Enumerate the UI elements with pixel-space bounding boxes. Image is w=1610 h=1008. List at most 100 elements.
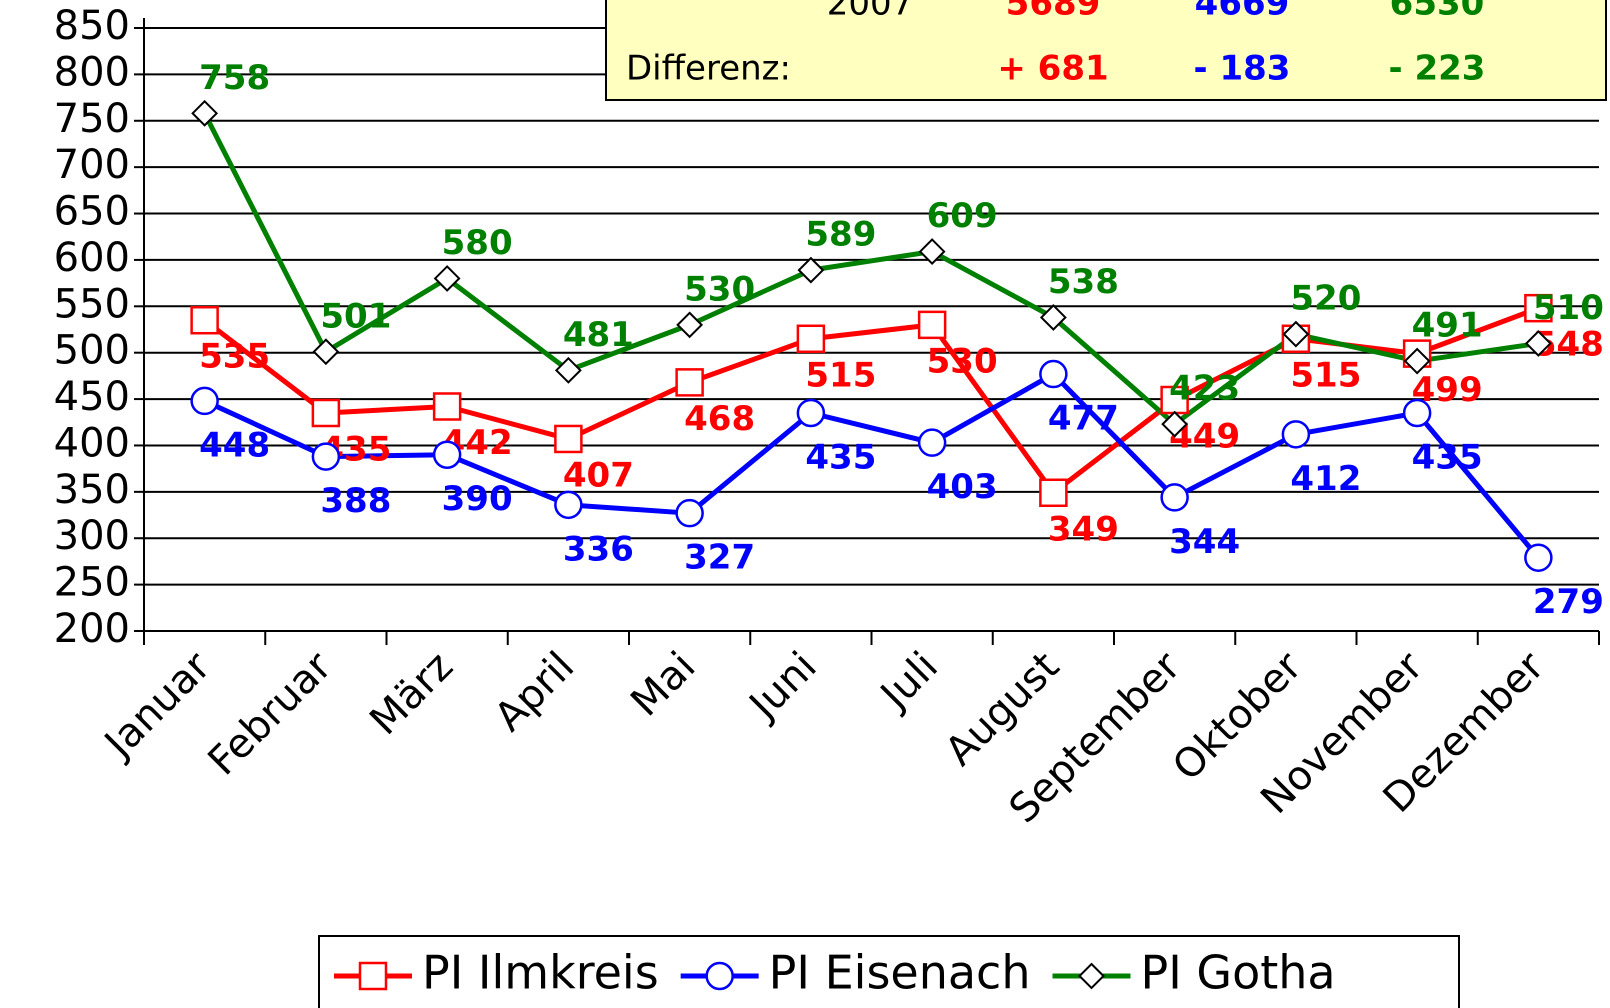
x-tick-label: Februar bbox=[200, 643, 342, 785]
y-tick-label: 800 bbox=[54, 49, 130, 95]
data-point bbox=[917, 428, 947, 457]
data-label: 609 bbox=[927, 196, 998, 236]
y-tick-label: 450 bbox=[54, 374, 130, 420]
y-tick-label: 550 bbox=[54, 281, 130, 327]
data-point bbox=[1402, 398, 1432, 428]
y-tick-label: 600 bbox=[54, 235, 130, 281]
data-point bbox=[190, 305, 219, 335]
data-point bbox=[433, 265, 461, 292]
y-tick-label: 850 bbox=[54, 3, 130, 49]
y-tick-label: 250 bbox=[54, 560, 130, 606]
data-label: 515 bbox=[1290, 355, 1361, 395]
y-tick-label: 500 bbox=[54, 328, 130, 374]
data-label: 390 bbox=[442, 479, 513, 519]
data-label: 589 bbox=[805, 215, 876, 255]
data-point bbox=[554, 356, 582, 384]
data-point bbox=[191, 99, 219, 127]
y-tick-label: 650 bbox=[54, 189, 130, 235]
data-point bbox=[1161, 410, 1189, 438]
data-label: 501 bbox=[320, 296, 391, 336]
data-point bbox=[1039, 478, 1068, 508]
data-point bbox=[675, 498, 704, 528]
series-line bbox=[202, 112, 1539, 427]
table-cell: 4669 bbox=[1195, 0, 1290, 24]
data-point bbox=[917, 310, 947, 340]
legend-marker bbox=[705, 961, 734, 991]
data-label: 279 bbox=[1533, 582, 1604, 622]
y-tick-label: 200 bbox=[54, 606, 130, 652]
table-cell: Differenz: bbox=[626, 49, 791, 89]
y-tick-label: 750 bbox=[54, 96, 130, 142]
data-point bbox=[190, 386, 219, 416]
data-label: 336 bbox=[563, 529, 634, 569]
table-cell: 6530 bbox=[1390, 0, 1485, 24]
data-point bbox=[432, 440, 462, 469]
data-point bbox=[1039, 359, 1068, 389]
table-cell: + 681 bbox=[997, 49, 1108, 89]
data-point bbox=[312, 338, 340, 366]
series-line bbox=[203, 305, 1540, 496]
data-label: 538 bbox=[1048, 262, 1119, 302]
data-label: 515 bbox=[805, 355, 876, 395]
series-line bbox=[203, 371, 1541, 560]
data-label: 477 bbox=[1048, 399, 1119, 439]
table-cell: - 183 bbox=[1194, 49, 1291, 89]
data-label: 758 bbox=[199, 58, 270, 98]
x-tick-label: März bbox=[361, 643, 462, 744]
data-point bbox=[796, 398, 826, 428]
data-point bbox=[1281, 420, 1311, 449]
data-point bbox=[1039, 304, 1067, 331]
legend-label: PI Eisenach bbox=[769, 946, 1031, 1000]
data-point bbox=[554, 490, 583, 520]
data-label: 535 bbox=[199, 337, 270, 377]
data-label: 481 bbox=[563, 315, 634, 355]
data-point bbox=[675, 368, 704, 397]
data-label: 327 bbox=[684, 538, 755, 578]
data-label: 423 bbox=[1169, 369, 1240, 409]
x-tick-label: April bbox=[486, 643, 583, 740]
data-point bbox=[311, 398, 341, 428]
y-tick-label: 300 bbox=[54, 513, 130, 559]
data-label: 435 bbox=[1412, 437, 1483, 477]
data-point bbox=[1160, 483, 1189, 512]
data-point bbox=[1403, 347, 1431, 375]
table-cell: 5689 bbox=[1006, 0, 1101, 24]
y-tick-label: 350 bbox=[54, 467, 130, 513]
data-point bbox=[796, 324, 826, 354]
data-label: 510 bbox=[1533, 288, 1604, 328]
data-label: 407 bbox=[563, 455, 634, 495]
data-label: 468 bbox=[684, 399, 755, 439]
data-point bbox=[554, 424, 583, 454]
x-tick-label: Juli bbox=[870, 643, 947, 720]
data-point bbox=[797, 256, 825, 284]
summary-box bbox=[605, 0, 1607, 101]
legend-marker bbox=[1078, 962, 1105, 990]
data-label: 344 bbox=[1169, 522, 1240, 562]
y-tick-label: 400 bbox=[54, 420, 130, 466]
legend-box bbox=[318, 935, 1460, 1008]
data-point bbox=[1282, 320, 1310, 348]
data-label: 580 bbox=[442, 223, 513, 263]
x-tick-label: Mai bbox=[622, 643, 704, 725]
data-point bbox=[676, 311, 704, 339]
data-point bbox=[918, 238, 946, 265]
data-label: 388 bbox=[320, 481, 391, 521]
legend-marker bbox=[358, 961, 388, 991]
legend-label: PI Ilmkreis bbox=[422, 946, 659, 1000]
data-point bbox=[1524, 293, 1553, 323]
data-label: 520 bbox=[1290, 279, 1361, 319]
data-label: 349 bbox=[1048, 509, 1119, 549]
data-label: 412 bbox=[1290, 459, 1361, 499]
data-point bbox=[432, 392, 462, 421]
legend-label: PI Gotha bbox=[1141, 946, 1336, 1000]
y-tick-label: 700 bbox=[54, 142, 130, 188]
data-label: 530 bbox=[684, 269, 755, 309]
data-point bbox=[1524, 543, 1553, 572]
data-label: 403 bbox=[927, 467, 998, 507]
data-point bbox=[1524, 330, 1552, 357]
data-label: 448 bbox=[199, 425, 270, 465]
data-point bbox=[311, 442, 341, 471]
table-cell: - 223 bbox=[1389, 49, 1486, 89]
